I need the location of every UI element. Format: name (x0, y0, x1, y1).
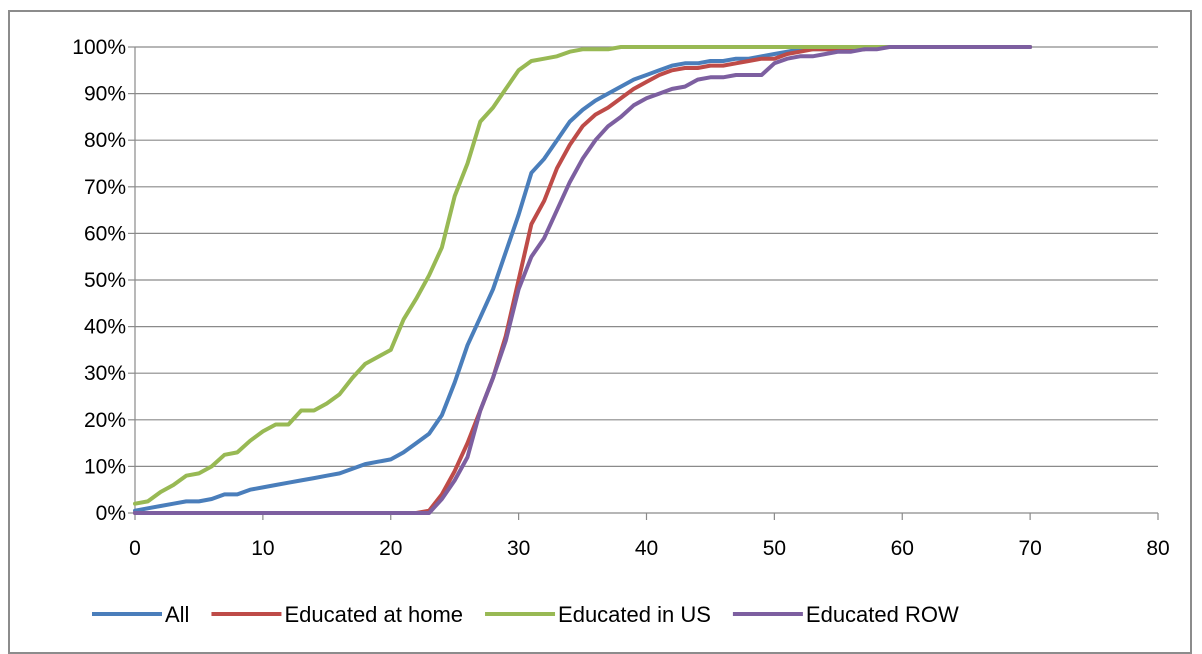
legend-label-educated-at-home: Educated at home (284, 602, 463, 627)
x-tick-label: 40 (635, 537, 658, 560)
x-tick-label: 50 (763, 537, 786, 560)
y-tick-label: 80% (84, 129, 126, 152)
series-lines (133, 45, 1033, 515)
y-tick-label: 50% (84, 269, 126, 292)
series-line-all (133, 45, 1033, 513)
y-tick-label: 60% (84, 222, 126, 245)
y-tick-label: 70% (84, 176, 126, 199)
legend: All Educated at home Educated in US Educate… (92, 602, 959, 627)
x-tick-label: 10 (251, 537, 274, 560)
grid-lines (135, 46, 1158, 467)
series-line-educated-row (133, 45, 1033, 515)
legend-label-educated-row: Educated ROW (806, 602, 959, 627)
series-line-educated-in-us (133, 45, 1033, 506)
y-tick-label: 10% (84, 455, 126, 478)
x-tick-label: 30 (507, 537, 530, 560)
legend-label-educated-in-us: Educated in US (558, 602, 711, 627)
y-tick-label: 20% (84, 409, 126, 432)
legend-label-all: All (165, 602, 189, 627)
x-tick-label: 0 (129, 537, 141, 560)
x-tick-label: 60 (891, 537, 914, 560)
y-tick-label: 100% (72, 36, 126, 59)
x-tick-label: 80 (1146, 537, 1169, 560)
y-tick-label: 90% (84, 83, 126, 106)
chart-frame (8, 10, 1192, 654)
y-tick-label: 30% (84, 362, 126, 385)
y-tick-label: 0% (96, 502, 126, 525)
x-tick-label: 20 (379, 537, 402, 560)
x-tick-label: 70 (1018, 537, 1041, 560)
y-tick-label: 40% (84, 316, 126, 339)
